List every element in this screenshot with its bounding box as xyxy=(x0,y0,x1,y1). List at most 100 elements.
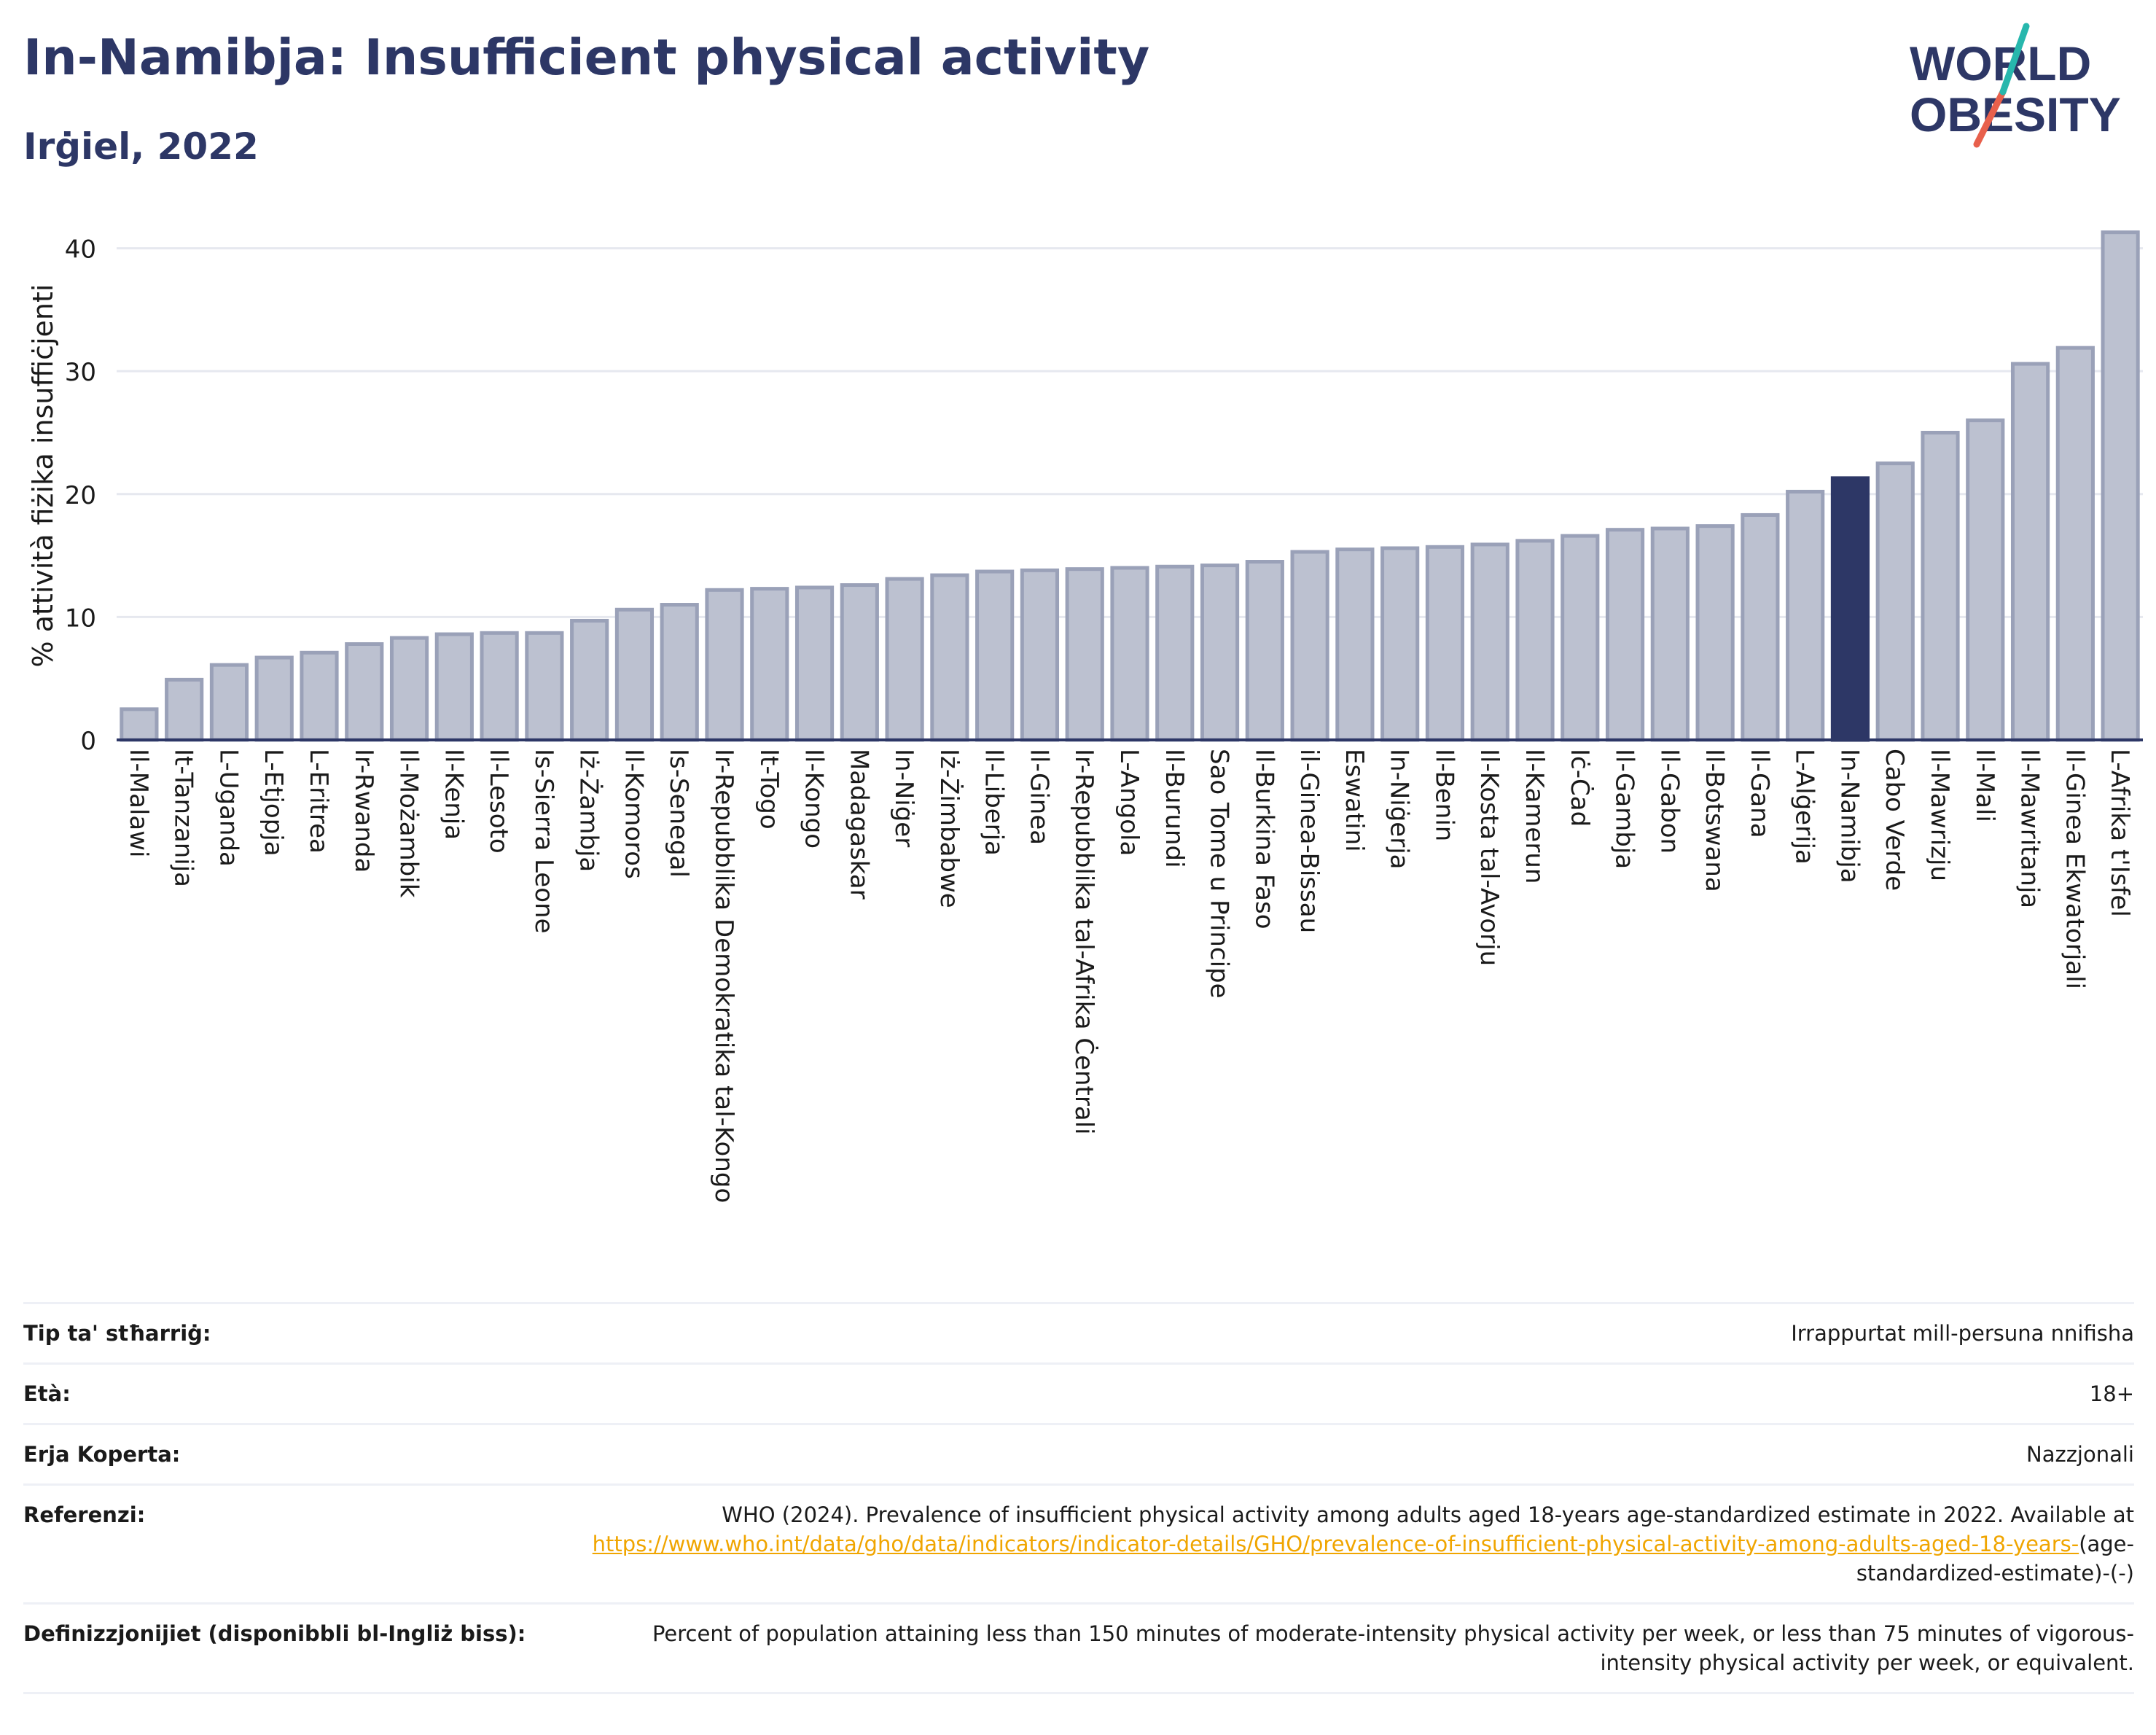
bar-madagaskar[interactable] xyxy=(840,583,879,742)
bar-l-al-erija[interactable] xyxy=(1786,489,1825,742)
bar-cabo-verde[interactable] xyxy=(1875,461,1915,742)
bar-ir-rwanda[interactable] xyxy=(345,642,384,742)
x-tick-label: Il-Gabon xyxy=(1655,749,1684,854)
bar-ir-repubblika-demokratika-tal-kongo[interactable] xyxy=(705,588,744,742)
x-tick-label: Ir-Repubblika Demokratika tal-Kongo xyxy=(709,749,738,1203)
bar-il-komoros[interactable] xyxy=(614,607,655,742)
bar-il-botswana[interactable] xyxy=(1695,524,1735,742)
bar-il-mawritanja[interactable] xyxy=(2010,362,2050,742)
y-tick-label: 40 xyxy=(65,235,96,265)
y-tick-label: 10 xyxy=(65,604,96,633)
bar-i-ambja[interactable] xyxy=(570,618,609,742)
reference-link[interactable]: https://www.who.int/data/gho/data/indica… xyxy=(592,1532,2079,1556)
x-tick-label: It-Togo xyxy=(754,749,784,830)
x-tick-label: Iż-Żimbabwe xyxy=(934,749,964,908)
x-tick-label: Il-Ginea xyxy=(1024,749,1053,845)
bar-il-ginea-bissau[interactable] xyxy=(1290,550,1329,742)
x-tick-label: L-Afrika t'Isfel xyxy=(2105,749,2134,917)
x-tick-label: In-Namibja xyxy=(1835,749,1864,884)
bar-il-kosta-tal-avorju[interactable] xyxy=(1470,542,1509,742)
x-tick-label: In-Niġerja xyxy=(1385,749,1414,869)
bar-i-imbabwe[interactable] xyxy=(930,573,969,742)
x-tick-label: Il-Kamerun xyxy=(1520,749,1549,884)
bar-il-benin[interactable] xyxy=(1425,545,1465,742)
x-tick-label: Is-Sierra Leone xyxy=(529,749,558,934)
info-row-definition: Definizzjonijiet (disponibbli bl-Ingliż … xyxy=(23,1602,2134,1694)
bar-il-lesoto[interactable] xyxy=(480,631,519,742)
x-tick-label: Il-Malawi xyxy=(124,749,153,857)
bar-in-ni-er[interactable] xyxy=(885,577,924,742)
bar-il-ginea-ekwatorjali[interactable] xyxy=(2055,346,2095,742)
bar-sao-tome-u-principe[interactable] xyxy=(1200,564,1240,742)
x-tick-label: Eswatini xyxy=(1340,749,1369,852)
bar-il-mali[interactable] xyxy=(1966,418,2005,742)
bar-il-malawi[interactable] xyxy=(120,707,159,742)
bar-chart: 0 10 20 30 40 Il-Malawi It-Tanzanija L-Uganda L… xyxy=(27,230,2143,1203)
x-axis-labels: Il-Malawi It-Tanzanija L-Uganda L-Etjopja L-… xyxy=(124,749,2134,1203)
x-tick-label: Il-Benin xyxy=(1429,749,1458,841)
logo-line-2: OBESITY xyxy=(1910,87,2121,141)
bar-ir-repubblika-tal-afrika-entrali[interactable] xyxy=(1065,567,1104,742)
info-row-area: Erja Koperta: Nazzjonali xyxy=(23,1423,2134,1483)
bar-eswatini[interactable] xyxy=(1335,547,1375,742)
info-label: Erja Koperta: xyxy=(23,1442,181,1467)
x-tick-label: Il-Komoros xyxy=(619,749,648,879)
info-label: Tip ta' stħarriġ: xyxy=(23,1321,211,1346)
bar-il-kamerun[interactable] xyxy=(1515,539,1555,742)
x-tick-label: Iż-Żambja xyxy=(574,749,604,872)
x-tick-label: Is-Senegal xyxy=(664,749,693,878)
bars xyxy=(120,230,2140,742)
bar-il-gambja[interactable] xyxy=(1605,528,1645,742)
x-tick-label: Il-Możambik xyxy=(394,749,423,898)
bar-il-mawrizju[interactable] xyxy=(1921,430,1960,742)
bar-l-angola[interactable] xyxy=(1110,566,1149,742)
bar-in-namibja[interactable] xyxy=(1830,476,1870,742)
y-tick-label: 0 xyxy=(80,727,96,756)
info-label: Definizzjonijiet (disponibbli bl-Ingliż … xyxy=(23,1621,526,1646)
x-tick-label: il-Ginea-Bissau xyxy=(1294,749,1324,933)
x-tick-label: Sao Tome u Principe xyxy=(1205,749,1234,999)
bar-il-burundi[interactable] xyxy=(1155,564,1195,742)
reference-text: WHO (2024). Prevalence of insufficient p… xyxy=(567,1500,2134,1588)
x-tick-label: Il-Lesoto xyxy=(484,749,513,854)
bar-it-togo[interactable] xyxy=(750,587,789,742)
bar-l-afrika-t-isfel[interactable] xyxy=(2101,230,2140,742)
info-label: Età: xyxy=(23,1381,71,1406)
x-tick-label: Ir-Repubblika tal-Afrika Ċentrali xyxy=(1069,749,1099,1135)
info-row-survey: Tip ta' stħarriġ: Irrappurtat mill-persu… xyxy=(23,1302,2134,1362)
x-tick-label: L-Eritrea xyxy=(304,749,333,854)
bar-il-gabon[interactable] xyxy=(1650,526,1690,742)
bar-il-burkina-faso[interactable] xyxy=(1245,560,1284,742)
bar-il-liberja[interactable] xyxy=(975,569,1015,742)
x-tick-label: Il-Mawritanja xyxy=(2015,749,2044,908)
x-tick-label: Il-Ginea Ekwatorjali xyxy=(2060,749,2089,989)
info-value: Irrappurtat mill-persuna nnifisha xyxy=(1791,1321,2134,1346)
definition-text: Percent of population attaining less tha… xyxy=(652,1621,2134,1675)
reference-suffix: (age-standardized-estimate)-(-) xyxy=(1856,1532,2134,1586)
info-table: Tip ta' stħarriġ: Irrappurtat mill-persu… xyxy=(23,1302,2134,1694)
x-tick-label: Il-Burkina Faso xyxy=(1249,749,1278,929)
x-tick-label: Ir-Rwanda xyxy=(349,749,378,873)
y-axis-ticks: 0 10 20 30 40 xyxy=(65,235,96,756)
bar-il-ginea[interactable] xyxy=(1020,568,1060,742)
x-tick-label: Il-Gana xyxy=(1745,749,1774,838)
bar-il-kenja[interactable] xyxy=(434,632,474,742)
bar-l-eritrea[interactable] xyxy=(300,650,339,742)
bar-l-etjopja[interactable] xyxy=(254,655,294,742)
x-tick-label: Il-Botswana xyxy=(1700,749,1729,892)
page-subtitle: Irġiel, 2022 xyxy=(23,125,259,168)
x-tick-label: Iċ-Ċad xyxy=(1565,749,1595,827)
y-tick-label: 20 xyxy=(65,481,96,510)
bar-i-ad[interactable] xyxy=(1561,534,1600,742)
bar-il-kongo[interactable] xyxy=(794,585,835,742)
bar-il-gana[interactable] xyxy=(1741,512,1780,742)
x-tick-label: In-Niġer xyxy=(889,749,918,847)
bar-it-tanzanija[interactable] xyxy=(165,677,204,742)
bar-l-uganda[interactable] xyxy=(209,663,249,742)
bar-in-ni-erja[interactable] xyxy=(1380,546,1420,742)
bar-is-senegal[interactable] xyxy=(660,603,699,742)
x-tick-label: Il-Kenja xyxy=(439,749,468,840)
x-tick-label: L-Alġerija xyxy=(1790,749,1819,865)
bar-il-mo-ambik[interactable] xyxy=(389,636,429,742)
bar-is-sierra-leone[interactable] xyxy=(525,631,564,742)
